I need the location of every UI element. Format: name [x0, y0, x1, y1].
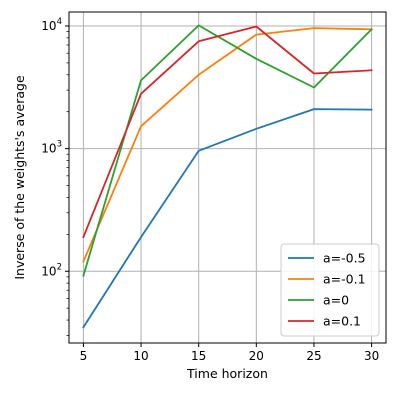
legend-box [280, 243, 380, 337]
legend-label: a=-0.5 [323, 251, 366, 266]
x-tick-label: 15 [191, 349, 206, 363]
y-tick-label: 103 [41, 140, 62, 156]
x-axis-label: Time horizon [186, 366, 268, 381]
x-tick-label: 5 [80, 349, 88, 363]
grid [69, 12, 386, 343]
legend-label: a=-0.1 [323, 272, 366, 287]
y-axis: 102 103 104 [41, 17, 69, 336]
x-tick-label: 10 [133, 349, 148, 363]
y-axis-label: Inverse of the weights's average [12, 75, 27, 280]
x-tick-label: 25 [306, 349, 321, 363]
x-tick-label: 20 [249, 349, 264, 363]
series-line-0 [82, 108, 373, 329]
plot-frame [68, 11, 387, 344]
x-tick-label: 30 [364, 349, 379, 363]
legend-label: a=0.1 [323, 314, 361, 329]
series-line-2 [82, 24, 373, 277]
y-tick-label: 104 [41, 17, 62, 33]
series-line-1 [82, 27, 373, 263]
series-line-3 [82, 25, 373, 239]
x-axis: 5 10 15 20 25 30 [80, 343, 379, 363]
legend-label: a=0 [323, 293, 349, 308]
y-tick-label: 102 [41, 262, 62, 278]
legend: a=-0.5 a=-0.1 a=0 a=0.1 [280, 243, 380, 337]
series-lines [82, 24, 373, 329]
